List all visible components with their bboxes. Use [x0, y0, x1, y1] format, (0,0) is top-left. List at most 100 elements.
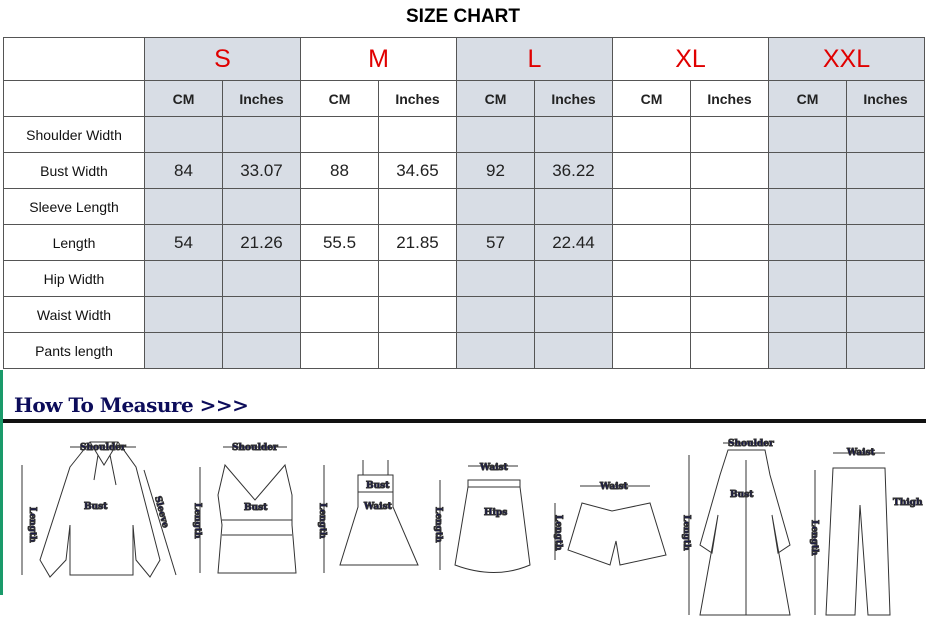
label-hips: Hips — [484, 508, 507, 518]
size-table: S M L XL XXL CM Inches CM Inches CM Inches CM Inches… — [3, 37, 925, 369]
measurement-value — [534, 260, 613, 297]
measurement-value — [690, 332, 769, 369]
size-label: M — [300, 37, 457, 81]
size-label: L — [456, 37, 613, 81]
shorts-illustration: Waist Length — [553, 482, 667, 566]
measurement-value — [144, 332, 223, 369]
measurement-value — [456, 260, 535, 297]
table-row: Pants length — [3, 332, 925, 369]
table-row: Hip Width — [3, 260, 925, 297]
size-header-row: S M L XL XXL — [3, 37, 925, 81]
pants-illustration: Waist Thigh Length — [809, 448, 923, 616]
measurement-value — [222, 296, 301, 333]
measurement-label: Hip Width — [3, 260, 145, 297]
measurement-value: 55.5 — [300, 224, 379, 261]
measurement-value: 36.22 — [534, 152, 613, 189]
measurement-value — [612, 332, 691, 369]
measurement-value — [612, 260, 691, 297]
measurement-value — [768, 260, 847, 297]
label-length: Length — [681, 515, 691, 551]
label-length: Length — [809, 520, 819, 556]
measurement-value — [768, 332, 847, 369]
skirt-illustration: Waist Hips Length — [433, 463, 531, 573]
measurement-value — [456, 296, 535, 333]
measurement-value — [768, 188, 847, 225]
measurement-value — [534, 116, 613, 153]
measurement-value: 33.07 — [222, 152, 301, 189]
table-row: Length 54 21.26 55.5 21.85 57 22.44 — [3, 224, 925, 261]
label-shoulder: Shoulder — [728, 439, 774, 449]
measurement-value — [846, 224, 925, 261]
measurement-value — [612, 152, 691, 189]
label-waist: Waist — [599, 482, 629, 492]
measurement-value — [690, 116, 769, 153]
measurement-value — [846, 188, 925, 225]
accent-bar — [0, 370, 3, 595]
measurement-value — [690, 260, 769, 297]
unit-label: Inches — [534, 80, 613, 117]
label-length: Length — [553, 515, 563, 551]
page-title: SIZE CHART — [406, 6, 520, 27]
measurement-label: Bust Width — [3, 152, 145, 189]
unit-label: CM — [456, 80, 535, 117]
measurement-label: Shoulder Width — [3, 116, 145, 153]
measurement-label: Waist Width — [3, 296, 145, 333]
label-bust: Bust — [244, 503, 268, 513]
measurement-value — [768, 152, 847, 189]
measurement-value — [456, 188, 535, 225]
measurement-value — [144, 260, 223, 297]
measurement-value — [534, 296, 613, 333]
table-row: Sleeve Length — [3, 188, 925, 225]
measurement-value — [612, 296, 691, 333]
unit-label: Inches — [846, 80, 925, 117]
measurement-value — [144, 116, 223, 153]
tank-top-illustration: Shoulder Bust Length — [192, 443, 297, 574]
unit-label: CM — [300, 80, 379, 117]
measurement-value — [690, 224, 769, 261]
measurement-value — [378, 332, 457, 369]
measurement-value: 54 — [144, 224, 223, 261]
measurement-value — [846, 152, 925, 189]
label-length: Length — [433, 507, 443, 543]
measurement-value — [300, 260, 379, 297]
unit-label: CM — [144, 80, 223, 117]
measurement-value — [300, 332, 379, 369]
measurement-value — [378, 260, 457, 297]
unit-header-row: CM Inches CM Inches CM Inches CM Inches CM Inches — [3, 80, 925, 117]
unit-label: Inches — [222, 80, 301, 117]
measurement-value — [690, 296, 769, 333]
divider — [3, 419, 926, 423]
measurement-value — [456, 116, 535, 153]
measurement-value: 21.26 — [222, 224, 301, 261]
measurement-label: Pants length — [3, 332, 145, 369]
measurement-value — [846, 296, 925, 333]
measurement-value: 57 — [456, 224, 535, 261]
measurement-value — [534, 332, 613, 369]
measurement-value — [300, 116, 379, 153]
measurement-value — [378, 188, 457, 225]
measurement-value — [378, 116, 457, 153]
measurement-value: 88 — [300, 152, 379, 189]
label-sleeve: Sleeve — [152, 495, 170, 529]
label-waist: Waist — [363, 502, 393, 512]
label-waist: Waist — [479, 463, 509, 473]
label-bust: Bust — [730, 490, 754, 500]
measurement-value: 22.44 — [534, 224, 613, 261]
unit-label: CM — [612, 80, 691, 117]
coat-illustration: Shoulder Bust Length — [681, 439, 791, 616]
measure-illustrations: Shoulder Bust Length Sleeve Shoulder Bus… — [21, 439, 923, 616]
label-shoulder: Shoulder — [80, 443, 126, 453]
label-length: Length — [27, 507, 37, 543]
measurement-label: Length — [3, 224, 145, 261]
label-bust: Bust — [84, 502, 108, 512]
measurement-value — [300, 296, 379, 333]
label-length: Length — [192, 503, 202, 539]
measurement-label: Sleeve Length — [3, 188, 145, 225]
table-row: Shoulder Width — [3, 116, 925, 153]
blank-cell — [3, 37, 145, 81]
unit-label: Inches — [378, 80, 457, 117]
measurement-value — [144, 188, 223, 225]
unit-label: CM — [768, 80, 847, 117]
measurement-value — [612, 116, 691, 153]
